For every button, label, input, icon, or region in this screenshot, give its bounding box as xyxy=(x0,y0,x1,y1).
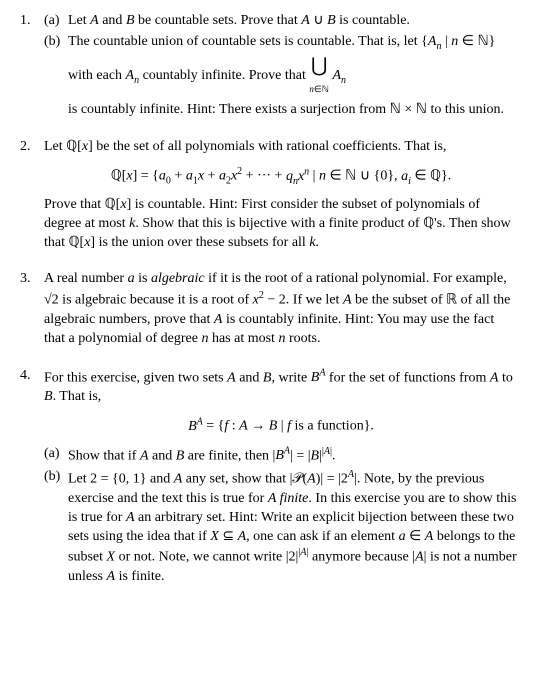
formula: ℚ[x] = {a0 + a1x + a2x2 + ··· + qnxn | n… xyxy=(44,165,518,188)
formula: BA = {f : A → B | f is a function}. xyxy=(44,415,518,437)
item-4b: (b) Let 2 = {0, 1} and A any set, show t… xyxy=(44,468,518,587)
item-2: 2. Let ℚ[x] be the set of all polynomial… xyxy=(20,138,518,253)
text-content: The countable union of countable sets is… xyxy=(68,33,518,120)
text-content: Show that if A and B are finite, then |B… xyxy=(68,445,518,467)
item-1b: (b) The countable union of countable set… xyxy=(20,33,518,120)
sub-label: (b) xyxy=(44,33,68,120)
sub-label: (a) xyxy=(44,445,68,467)
text-content: Let 2 = {0, 1} and A any set, show that … xyxy=(68,468,518,587)
problem-number: 1. xyxy=(20,12,44,31)
text-content: Let A and B be countable sets. Prove tha… xyxy=(68,12,518,31)
sub-label: (b) xyxy=(44,468,68,587)
text-content: A real number a is algebraic if it is th… xyxy=(44,270,518,348)
item-1a: 1. (a) Let A and B be countable sets. Pr… xyxy=(20,12,518,31)
item-3: 3. A real number a is algebraic if it is… xyxy=(20,270,518,348)
problem-2: 2. Let ℚ[x] be the set of all polynomial… xyxy=(20,138,518,253)
problem-3: 3. A real number a is algebraic if it is… xyxy=(20,270,518,348)
problem-number: 3. xyxy=(20,270,44,348)
text-content: For this exercise, given two sets A and … xyxy=(44,367,518,589)
problem-number: 2. xyxy=(20,138,44,253)
sub-label: (a) xyxy=(44,12,68,31)
problem-4: 4. For this exercise, given two sets A a… xyxy=(20,367,518,589)
text-content: Let ℚ[x] be the set of all polynomials w… xyxy=(44,138,518,253)
problem-1: 1. (a) Let A and B be countable sets. Pr… xyxy=(20,12,518,120)
problem-number: 4. xyxy=(20,367,44,589)
item-4a: (a) Show that if A and B are finite, the… xyxy=(44,445,518,467)
item-4: 4. For this exercise, given two sets A a… xyxy=(20,367,518,589)
